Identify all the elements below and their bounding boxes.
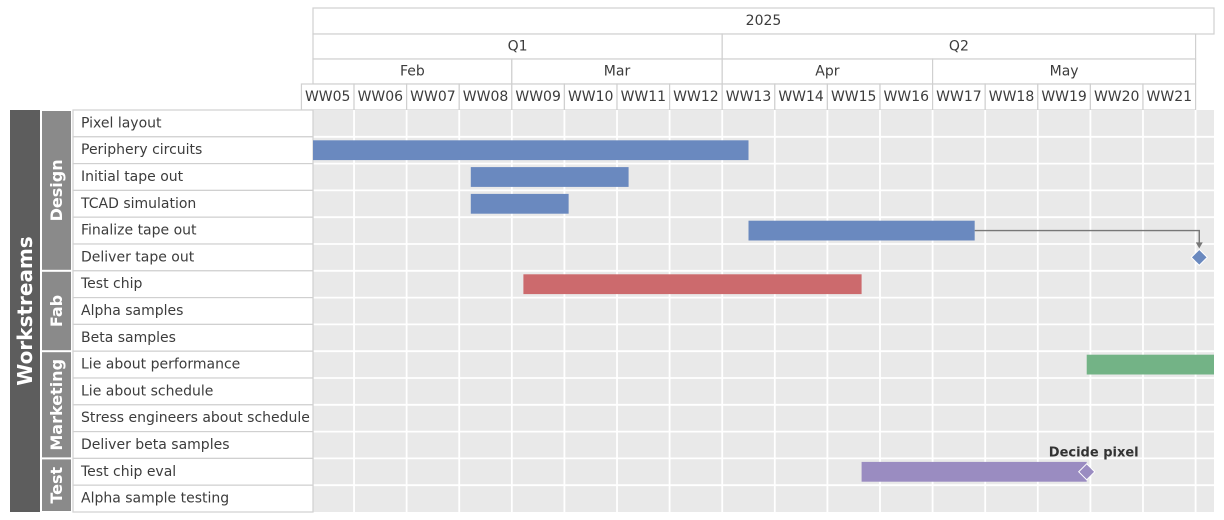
week-label: WW09 [515,89,561,105]
year-label: 2025 [746,13,782,29]
row-label-cell [72,109,314,138]
week-cell [721,83,776,111]
row-label: Alpha sample testing [81,491,229,507]
group-band [42,271,71,351]
row-label-cell [72,431,314,460]
plot-grid [313,110,1214,512]
week-label: WW14 [778,89,824,105]
week-label: WW08 [463,89,509,105]
row-label: Finalize tape out [81,223,197,239]
task-bar [470,167,629,187]
row-label-cell [72,163,314,192]
month-label: Apr [815,64,839,80]
row-label-cell [72,404,314,433]
week-label: WW21 [1147,89,1193,105]
timeline-header: 2025 Q1 Q2 Feb Mar Apr May WW05 WW06 WW07 WW08 WW09… [300,7,1215,111]
row-label: Deliver beta samples [81,437,230,453]
row-label-cell [72,270,314,299]
row-label: Lie about schedule [81,383,213,399]
quarter-cell [312,33,723,60]
milestone-label: Decide pixel [1049,445,1139,460]
month-label: May [1050,64,1079,80]
milestone-diamond [1190,248,1208,267]
month-label: Feb [400,64,425,80]
task-bar [1086,354,1214,375]
week-cell [511,83,566,111]
week-cell [774,83,829,111]
quarter-label: Q2 [949,39,969,55]
week-cell [932,83,986,111]
row-label-cell [72,350,314,379]
task-bar [861,461,1087,482]
task-bar [470,193,569,214]
week-label: WW17 [936,89,982,105]
milestones: Decide pixel [1049,248,1208,481]
plot-background [313,110,1214,512]
row-label: Beta samples [81,330,176,346]
week-label: WW12 [673,89,719,105]
row-label: Test chip [80,276,142,292]
week-label: WW07 [410,89,456,105]
task-bar [523,274,862,295]
row-label: Periphery circuits [81,142,202,158]
week-cell [300,83,355,111]
week-cell [406,83,460,111]
week-cell [1037,83,1091,111]
row-label: Pixel layout [81,115,162,131]
workstreams-band [10,110,40,512]
week-cell [879,83,934,111]
row-label-cell [72,484,314,513]
group-label: Fab [47,295,66,327]
row-label-cell [72,216,314,245]
row-label-cell [72,297,314,326]
dependencies [974,229,1203,249]
week-label: WW10 [568,89,614,105]
group-label: Marketing [47,359,66,451]
month-label: Mar [604,64,631,80]
milestone-diamond [1078,463,1096,481]
task-bar [313,140,749,161]
group-band [42,111,71,270]
row-label-cell [72,189,314,218]
row-label: TCAD simulation [80,196,196,212]
group-band [42,459,71,511]
week-label: WW06 [358,89,404,105]
row-label: Initial tape out [81,169,184,185]
group-label: Test [47,466,66,503]
quarter-label: Q1 [508,39,528,55]
week-label: WW05 [305,89,351,105]
week-cell [616,83,671,111]
task-bar [748,220,975,241]
task-bars [313,140,1214,482]
week-cell [1142,83,1197,111]
group-band [42,352,71,458]
year-cell [312,7,1215,35]
row-label: Test chip eval [80,464,176,480]
week-label: WW16 [884,89,930,105]
workstreams-label: Workstreams [13,236,37,385]
week-label: WW15 [831,89,877,105]
dependency-line [974,229,1200,244]
month-cell [721,58,934,85]
week-label: WW11 [621,89,667,105]
week-cell [1089,83,1144,111]
row-label-cell [72,243,314,272]
group-label: Design [47,159,66,221]
week-label: WW19 [1041,89,1087,105]
row-label: Stress engineers about schedule [81,410,310,426]
dependency-arrowhead [1195,242,1203,249]
row-labels: Workstreams Design Pixel layout Periphery c… [10,109,314,513]
row-label: Alpha samples [81,303,183,319]
week-cell [984,83,1039,111]
row-label: Lie about performance [81,357,240,373]
week-label: WW18 [989,89,1035,105]
row-label: Deliver tape out [81,249,195,265]
week-label: WW13 [726,89,772,105]
week-label: WW20 [1094,89,1140,105]
